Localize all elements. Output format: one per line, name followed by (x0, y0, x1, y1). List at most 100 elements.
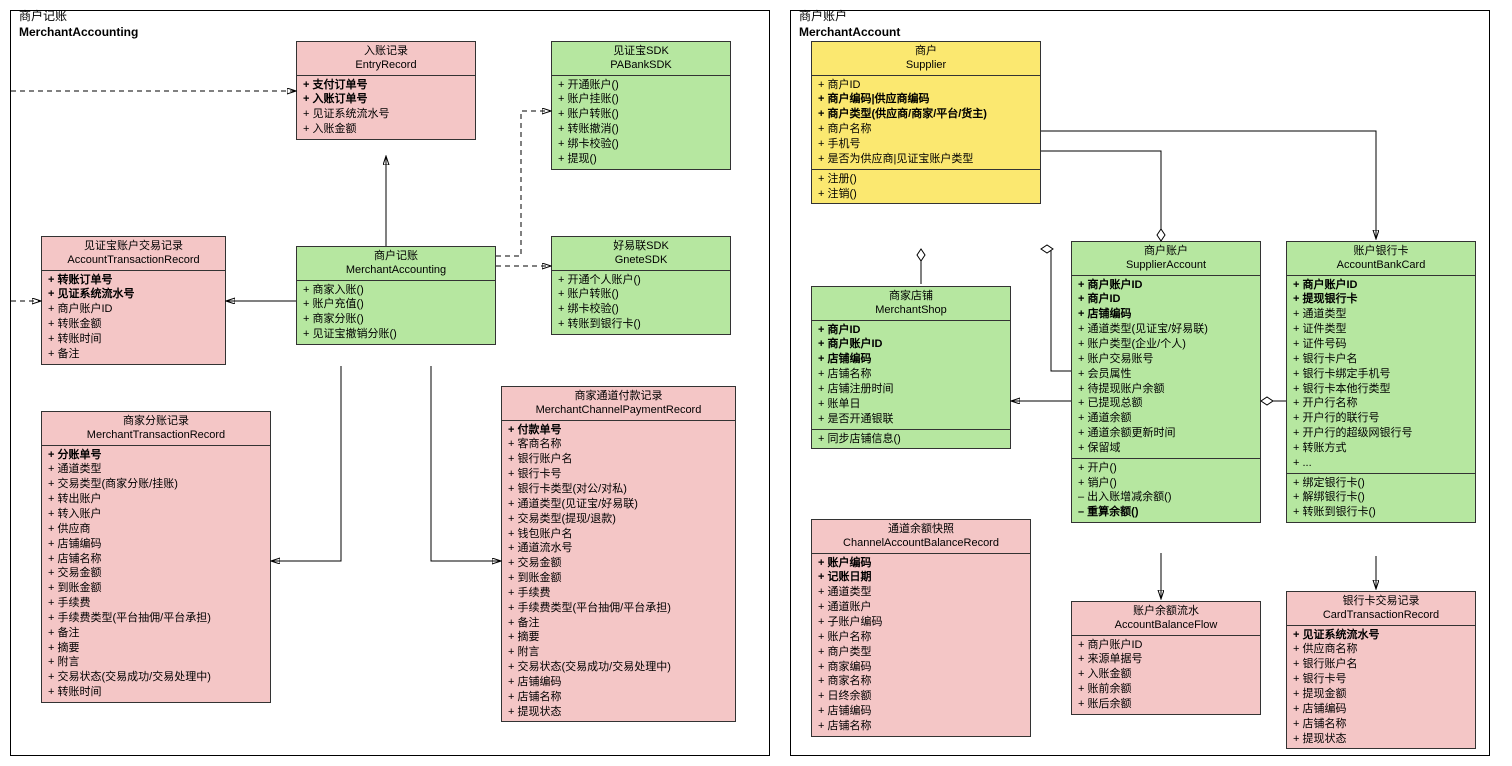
attribute: + 交易金额 (48, 566, 264, 581)
class-merchant-accounting: 商户记账MerchantAccounting+ 商家入账()+ 账户充值()+ … (296, 246, 496, 345)
attribute: + 转出账户 (48, 492, 264, 507)
class-attributes: + 商户账户ID+ 提现银行卡+ 通道类型+ 证件类型+ 证件号码+ 银行卡户名… (1287, 276, 1475, 474)
attribute: + 附言 (48, 655, 264, 670)
attribute: + 转账订单号 (48, 273, 219, 288)
attribute: + 是否为供应商|见证宝账户类型 (818, 152, 1034, 167)
attribute: + 是否开通银联 (818, 412, 1004, 427)
class-header: 商户Supplier (812, 42, 1040, 76)
operation: + 见证宝撤销分账() (303, 327, 489, 342)
class-operations: + 开通账户()+ 账户挂账()+ 账户转账()+ 转账撤消()+ 绑卡校验()… (552, 76, 730, 169)
attribute: + 银行卡号 (1293, 672, 1469, 687)
attribute: + 记账日期 (818, 570, 1024, 585)
operation: + 注册() (818, 172, 1034, 187)
attribute: + 支付订单号 (303, 78, 469, 93)
class-header: 账户余额流水AccountBalanceFlow (1072, 602, 1260, 636)
class-attributes: + 商户ID+ 商户编码|供应商编码+ 商户类型(供应商/商家/平台/货主) + … (812, 76, 1040, 170)
attribute: + 店铺编码 (818, 704, 1024, 719)
attribute: + 入账订单号 (303, 92, 469, 107)
class-gnete-sdk: 好易联SDKGneteSDK+ 开通个人账户()+ 账户转账()+ 绑卡校验()… (551, 236, 731, 335)
attribute: + 账户编码 (818, 556, 1024, 571)
attribute: + 备注 (48, 626, 264, 641)
package-title-en: MerchantAccounting (19, 25, 138, 41)
class-header: 商户账户SupplierAccount (1072, 242, 1260, 276)
package-label: 商户账户 MerchantAccount (799, 9, 900, 40)
class-header: 见证宝SDKPABankSDK (552, 42, 730, 76)
operation: + 账户转账() (558, 287, 724, 302)
attribute: + 店铺编码 (48, 537, 264, 552)
package-title-cn: 商户记账 (19, 9, 138, 25)
class-operations: + 商家入账()+ 账户充值()+ 商家分账()+ 见证宝撤销分账() (297, 281, 495, 344)
attribute: + 商家编码 (818, 660, 1024, 675)
operation: + 转账撤消() (558, 122, 724, 137)
attribute: + 店铺名称 (818, 719, 1024, 734)
attribute: + 商户ID (818, 323, 1004, 338)
attribute: + 交易金额 (508, 556, 729, 571)
class-header: 见证宝账户交易记录AccountTransactionRecord (42, 237, 225, 271)
class-entry-record: 入账记录EntryRecord+ 支付订单号+ 入账订单号+ 见证系统流水号+ … (296, 41, 476, 140)
attribute: + 商户编码|供应商编码 (818, 92, 1034, 107)
package-merchant-account: 商户账户 MerchantAccount 商户Supplier+ 商户ID+ 商… (790, 10, 1490, 756)
attribute: + 附言 (508, 645, 729, 660)
class-attributes: + 账户编码+ 记账日期+ 通道类型+ 通道账户+ 子账户编码+ 账户名称+ 商… (812, 554, 1030, 736)
attribute: + 已提现总额 (1078, 396, 1254, 411)
package-label: 商户记账 MerchantAccounting (19, 9, 138, 40)
class-header: 好易联SDKGneteSDK (552, 237, 730, 271)
class-attributes: + 付款单号+ 客商名称+ 银行账户名+ 银行卡号+ 银行卡类型(对公/对私)+… (502, 421, 735, 722)
attribute: + 店铺名称 (818, 367, 1004, 382)
attribute: + 通道类型(见证宝/好易联) (508, 497, 729, 512)
attribute: + 见证系统流水号 (303, 107, 469, 122)
attribute: + 转入账户 (48, 507, 264, 522)
class-header: 入账记录EntryRecord (297, 42, 475, 76)
attribute: + 供应商名称 (1293, 642, 1469, 657)
attribute: + 通道类型 (1293, 307, 1469, 322)
attribute: + 商户账户ID (1293, 278, 1469, 293)
class-header: 商家分账记录MerchantTransactionRecord (42, 412, 270, 446)
attribute: + 手续费 (508, 586, 729, 601)
operation: + 绑定银行卡() (1293, 476, 1469, 491)
attribute: + 供应商 (48, 522, 264, 537)
package-merchant-accounting: 商户记账 MerchantAccounting 入账记录EntryRecord+… (10, 10, 770, 756)
attribute: + 银行卡绑定手机号 (1293, 367, 1469, 382)
attribute: + 商户类型(供应商/商家/平台/货主) (818, 107, 1034, 122)
attribute: + 账前余额 (1078, 682, 1254, 697)
operation: + 注销() (818, 187, 1034, 202)
attribute: + 转账时间 (48, 332, 219, 347)
attribute: + 账户名称 (818, 630, 1024, 645)
class-header: 商家店铺MerchantShop (812, 287, 1010, 321)
attribute: + 银行卡类型(对公/对私) (508, 482, 729, 497)
attribute: + 开户行名称 (1293, 396, 1469, 411)
class-attributes: + 支付订单号+ 入账订单号+ 见证系统流水号+ 入账金额 (297, 76, 475, 139)
attribute: + 入账金额 (1078, 667, 1254, 682)
package-title-en: MerchantAccount (799, 25, 900, 41)
class-pabank-sdk: 见证宝SDKPABankSDK+ 开通账户()+ 账户挂账()+ 账户转账()+… (551, 41, 731, 170)
attribute: + 银行卡户名 (1293, 352, 1469, 367)
attribute: + 通道类型(见证宝/好易联) (1078, 322, 1254, 337)
attribute: + 店铺名称 (1293, 717, 1469, 732)
package-title-cn: 商户账户 (799, 9, 900, 25)
operation: + 商家分账() (303, 312, 489, 327)
class-supplier-account: 商户账户SupplierAccount+ 商户账户ID+ 商户ID+ 店铺编码+… (1071, 241, 1261, 523)
attribute: + 银行卡本他行类型 (1293, 382, 1469, 397)
attribute: + 备注 (48, 347, 219, 362)
attribute: + 账后余额 (1078, 697, 1254, 712)
attribute: + 见证系统流水号 (48, 287, 219, 302)
attribute: + 交易状态(交易成功/交易处理中) (48, 670, 264, 685)
attribute: + 通道账户 (818, 600, 1024, 615)
attribute: + 商家名称 (818, 674, 1024, 689)
attribute: + 商户ID (818, 78, 1034, 93)
class-header: 通道余额快照ChannelAccountBalanceRecord (812, 520, 1030, 554)
attribute: + 交易类型(商家分账/挂账) (48, 477, 264, 492)
attribute: + 商户ID (1078, 292, 1254, 307)
attribute: + 银行卡号 (508, 467, 729, 482)
attribute: + 店铺编码 (818, 352, 1004, 367)
attribute: + 通道流水号 (508, 541, 729, 556)
operation: + 绑卡校验() (558, 302, 724, 317)
class-account-bank-card: 账户银行卡AccountBankCard+ 商户账户ID+ 提现银行卡+ 通道类… (1286, 241, 1476, 523)
class-attributes: + 商户账户ID+ 商户ID+ 店铺编码+ 通道类型(见证宝/好易联)+ 账户类… (1072, 276, 1260, 459)
attribute: + 提现状态 (1293, 732, 1469, 747)
attribute: + 商户账户ID (1078, 638, 1254, 653)
attribute: + 分账单号 (48, 448, 264, 463)
attribute: + 交易状态(交易成功/交易处理中) (508, 660, 729, 675)
attribute: + 商户账户ID (818, 337, 1004, 352)
operation: + 转账到银行卡() (1293, 505, 1469, 520)
